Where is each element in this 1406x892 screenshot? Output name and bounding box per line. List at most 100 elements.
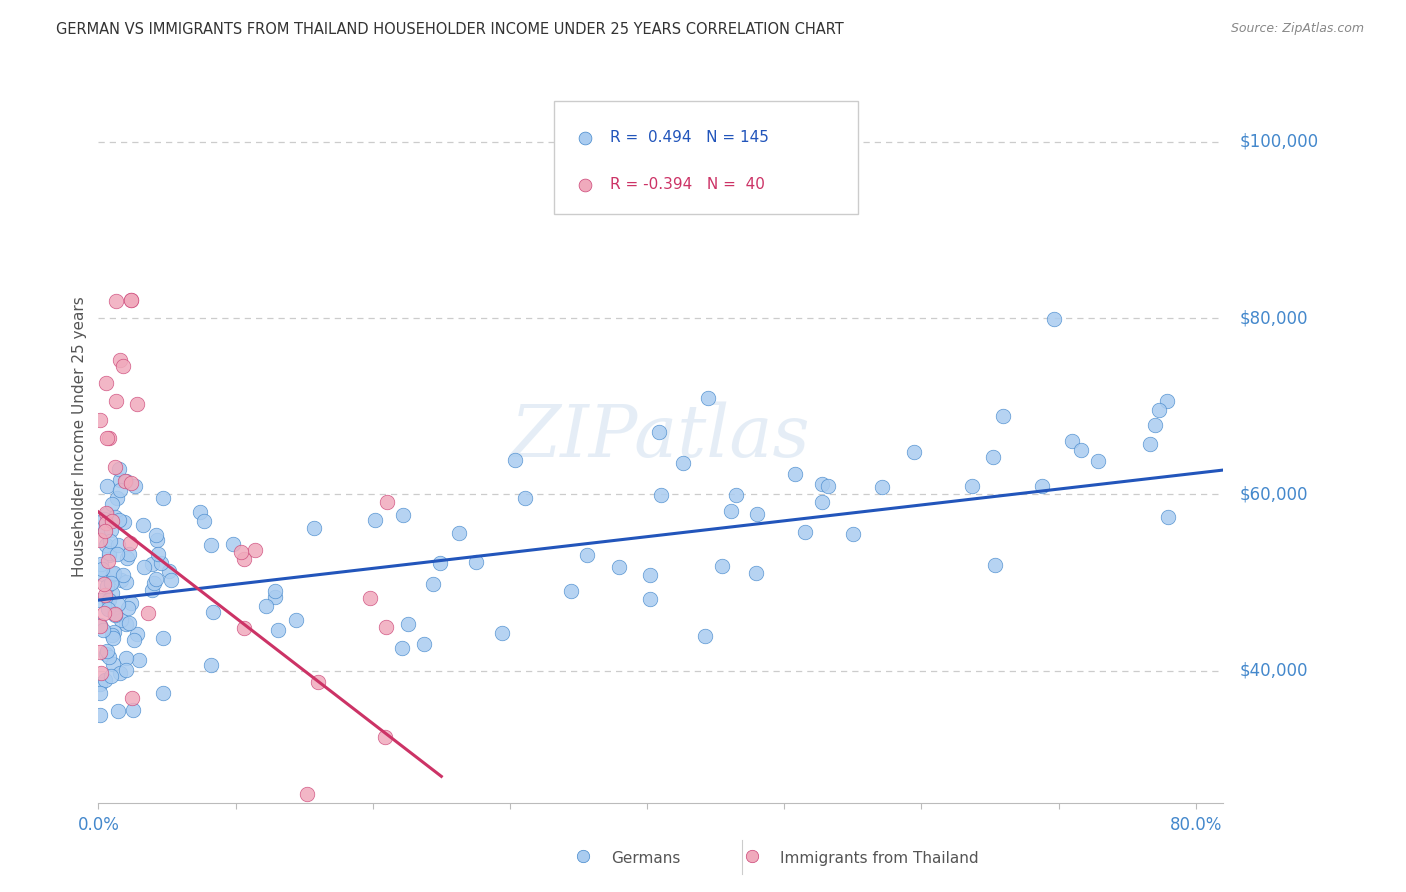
Point <box>93 576 115 591</box>
Point <box>96 431 118 445</box>
Point <box>101 515 124 529</box>
Point <box>117 550 139 565</box>
Point <box>1147 403 1170 417</box>
Point <box>93 588 115 602</box>
Point <box>89 593 111 607</box>
Point <box>141 582 163 597</box>
Point <box>97 593 120 607</box>
Point <box>243 543 266 558</box>
Point <box>149 556 172 570</box>
Point <box>94 673 117 688</box>
Point <box>93 524 115 538</box>
Point <box>103 631 125 645</box>
Point <box>359 591 381 605</box>
Point <box>101 567 124 582</box>
Point <box>575 548 598 562</box>
Point <box>962 479 984 493</box>
Point <box>146 533 169 547</box>
Point <box>96 479 118 493</box>
Point <box>93 607 115 621</box>
Point <box>105 491 128 506</box>
Text: R = -0.394   N =  40: R = -0.394 N = 40 <box>610 178 765 193</box>
Point <box>200 658 222 673</box>
Point <box>794 524 817 539</box>
Point <box>725 488 748 502</box>
Point <box>89 412 111 426</box>
Point <box>91 623 114 637</box>
Point <box>114 574 136 589</box>
Point <box>120 596 142 610</box>
Point <box>741 849 763 863</box>
Text: Immigrants from Thailand: Immigrants from Thailand <box>780 851 979 865</box>
Point <box>97 602 120 616</box>
Point <box>141 558 163 572</box>
Point <box>1156 394 1178 409</box>
Point <box>1139 437 1161 451</box>
Point <box>572 849 595 863</box>
Point <box>120 293 142 308</box>
Point <box>118 535 141 549</box>
Point <box>200 538 222 552</box>
Point <box>98 546 121 560</box>
Point <box>745 507 768 521</box>
Point <box>1031 479 1053 493</box>
Point <box>811 477 834 491</box>
Point <box>112 515 135 529</box>
Point <box>391 508 413 522</box>
Point <box>984 558 1007 572</box>
Point <box>93 519 115 533</box>
Point <box>152 491 174 505</box>
Point <box>103 657 125 672</box>
Point <box>222 537 245 551</box>
Point <box>232 621 254 635</box>
Point <box>97 548 120 562</box>
Point <box>307 675 329 690</box>
Point <box>304 521 326 535</box>
Point <box>103 624 125 639</box>
Point <box>100 669 122 683</box>
Point <box>515 491 537 506</box>
Point <box>89 619 111 633</box>
Point <box>983 450 1005 464</box>
FancyBboxPatch shape <box>554 101 858 214</box>
Point <box>870 480 893 494</box>
Point <box>117 616 139 631</box>
Point <box>112 359 135 374</box>
Point <box>94 516 117 530</box>
Point <box>120 476 142 491</box>
Point <box>90 558 112 572</box>
Point <box>295 787 318 801</box>
Text: $40,000: $40,000 <box>1240 662 1309 680</box>
Point <box>108 666 131 681</box>
Point <box>465 555 488 569</box>
Point <box>105 293 128 308</box>
Point <box>122 633 145 648</box>
Point <box>108 483 131 498</box>
Point <box>103 509 125 524</box>
Point <box>89 676 111 690</box>
Point <box>1144 417 1167 432</box>
Text: $80,000: $80,000 <box>1240 310 1309 327</box>
Point <box>142 575 165 590</box>
Point <box>136 606 159 620</box>
Point <box>110 613 132 627</box>
Point <box>364 513 387 527</box>
Point <box>110 573 132 587</box>
Point <box>491 626 513 640</box>
Point <box>1043 311 1066 326</box>
Text: R =  0.494   N = 145: R = 0.494 N = 145 <box>610 130 769 145</box>
Point <box>115 617 138 632</box>
Point <box>842 527 865 541</box>
Point <box>648 425 671 439</box>
Point <box>745 566 768 580</box>
Point <box>146 547 169 561</box>
Point <box>233 552 256 566</box>
Point <box>1062 434 1084 449</box>
Text: 80.0%: 80.0% <box>1170 816 1222 834</box>
Point <box>103 566 125 580</box>
Point <box>89 645 111 659</box>
Point <box>90 665 112 680</box>
Text: $100,000: $100,000 <box>1240 133 1319 151</box>
Point <box>96 376 118 390</box>
Point <box>108 462 131 476</box>
